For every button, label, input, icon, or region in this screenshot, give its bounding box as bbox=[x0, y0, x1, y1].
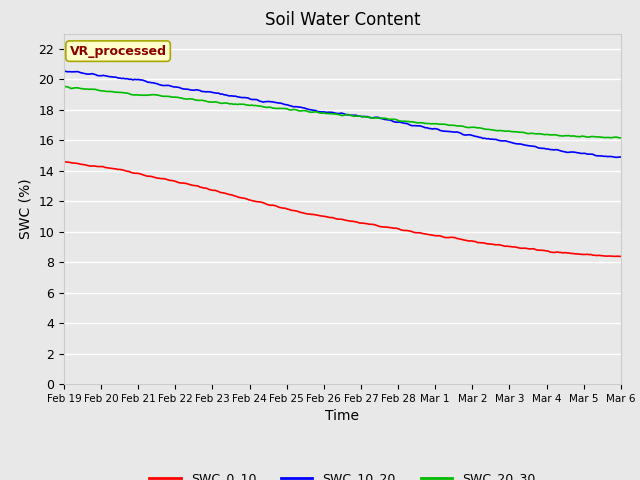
Line: SWC_0_10: SWC_0_10 bbox=[64, 162, 621, 256]
SWC_20_30 bbox=[62, 84, 70, 89]
SWC_0_10 bbox=[565, 250, 573, 256]
SWC_10_20 bbox=[565, 149, 573, 155]
SWC_10_20 bbox=[401, 120, 408, 126]
SWC_10_20 bbox=[613, 155, 621, 160]
SWC_10_20 bbox=[392, 119, 399, 125]
X-axis label: Time: Time bbox=[325, 409, 360, 423]
SWC_10_20 bbox=[529, 144, 537, 149]
SWC_10_20 bbox=[62, 69, 70, 74]
SWC_20_30 bbox=[60, 84, 68, 90]
Line: SWC_20_30: SWC_20_30 bbox=[64, 86, 621, 138]
SWC_20_30 bbox=[403, 119, 410, 124]
Line: SWC_10_20: SWC_10_20 bbox=[64, 71, 621, 157]
SWC_20_30 bbox=[566, 133, 574, 139]
SWC_0_10 bbox=[401, 228, 408, 233]
SWC_10_20 bbox=[390, 119, 397, 124]
Legend: SWC_0_10, SWC_10_20, SWC_20_30: SWC_0_10, SWC_10_20, SWC_20_30 bbox=[145, 468, 540, 480]
Y-axis label: SWC (%): SWC (%) bbox=[19, 179, 33, 239]
SWC_20_30 bbox=[394, 117, 401, 123]
SWC_0_10 bbox=[392, 225, 399, 231]
Title: Soil Water Content: Soil Water Content bbox=[265, 11, 420, 29]
SWC_20_30 bbox=[392, 117, 399, 122]
SWC_20_30 bbox=[531, 131, 539, 137]
SWC_0_10 bbox=[62, 159, 70, 165]
SWC_20_30 bbox=[64, 84, 72, 90]
SWC_0_10 bbox=[60, 159, 68, 165]
SWC_10_20 bbox=[617, 154, 625, 160]
SWC_0_10 bbox=[617, 253, 625, 259]
SWC_0_10 bbox=[390, 226, 397, 231]
SWC_10_20 bbox=[60, 68, 68, 74]
SWC_20_30 bbox=[617, 135, 625, 141]
Text: VR_processed: VR_processed bbox=[70, 45, 166, 58]
SWC_0_10 bbox=[529, 246, 537, 252]
